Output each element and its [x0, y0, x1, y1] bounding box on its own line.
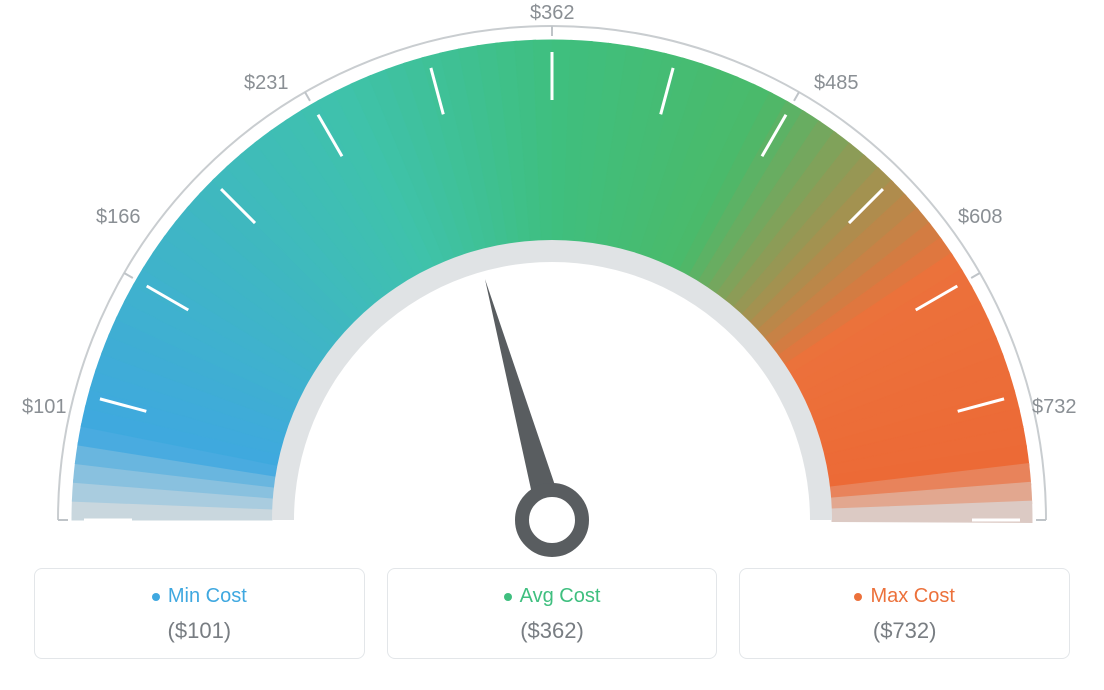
max-cost-value: ($732) [740, 618, 1069, 644]
min-cost-label: Min Cost [168, 585, 247, 608]
summary-cards: Min Cost ($101) Avg Cost ($362) Max Cost… [0, 568, 1104, 659]
min-cost-value: ($101) [35, 618, 364, 644]
gauge-tick-label: $608 [958, 206, 1003, 229]
avg-cost-card: Avg Cost ($362) [387, 568, 718, 659]
avg-dot-icon [504, 593, 512, 601]
max-dot-icon [854, 593, 862, 601]
gauge-tick-label: $362 [530, 2, 575, 25]
max-cost-card: Max Cost ($732) [739, 568, 1070, 659]
min-cost-card: Min Cost ($101) [34, 568, 365, 659]
avg-cost-label: Avg Cost [520, 585, 601, 608]
max-cost-label: Max Cost [870, 585, 954, 608]
gauge-tick-label: $101 [22, 396, 67, 419]
gauge-container: $101 $166 $231 $362 $485 $608 $732 [0, 0, 1104, 560]
avg-cost-value: ($362) [388, 618, 717, 644]
gauge-svg [0, 0, 1104, 560]
gauge-tick-label: $485 [814, 72, 859, 95]
gauge-tick-label: $166 [96, 206, 141, 229]
gauge-tick-label: $231 [244, 72, 289, 95]
gauge-tick-label: $732 [1032, 396, 1077, 419]
min-dot-icon [152, 593, 160, 601]
